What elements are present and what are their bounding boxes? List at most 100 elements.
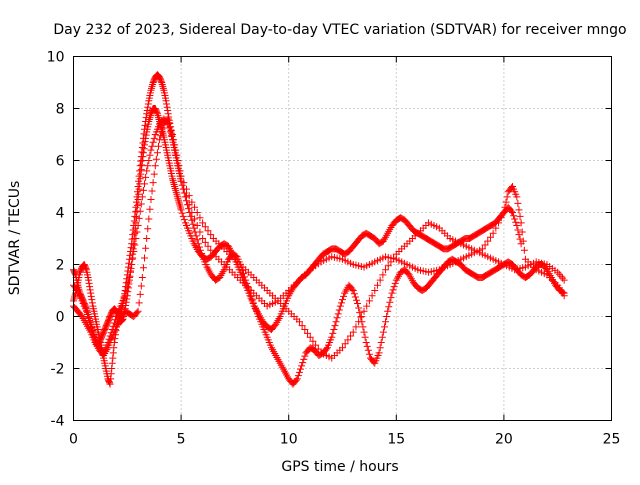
data-point xyxy=(309,337,317,345)
data-point xyxy=(191,203,199,211)
data-point xyxy=(333,314,341,322)
data-point xyxy=(108,365,116,372)
data-point xyxy=(185,205,193,213)
data-point xyxy=(125,274,133,281)
x-tick-label: 15 xyxy=(387,432,405,448)
data-point xyxy=(387,294,395,302)
data-point xyxy=(357,313,365,320)
data-point xyxy=(192,232,200,240)
data-point xyxy=(520,246,528,254)
data-point xyxy=(513,222,521,229)
data-point xyxy=(349,287,357,294)
data-point xyxy=(137,166,145,174)
data-point xyxy=(514,226,522,234)
data-point xyxy=(168,131,176,138)
y-tick-label: -2 xyxy=(51,362,65,378)
data-point xyxy=(164,115,172,123)
data-point xyxy=(195,243,203,251)
data-point xyxy=(314,345,322,353)
x-tick-label: 25 xyxy=(603,432,621,448)
data-point xyxy=(349,328,357,336)
data-point xyxy=(560,276,568,284)
data-point xyxy=(134,307,142,315)
data-point xyxy=(207,231,215,239)
data-point xyxy=(295,318,303,326)
data-point xyxy=(379,328,387,336)
data-point xyxy=(149,179,157,187)
data-point xyxy=(348,285,356,293)
data-point xyxy=(128,235,136,243)
data-point xyxy=(149,138,157,146)
data-point xyxy=(170,136,178,144)
data-point xyxy=(361,333,369,341)
data-point xyxy=(484,237,492,245)
data-point xyxy=(344,336,352,344)
data-point xyxy=(142,114,150,122)
data-point xyxy=(106,379,114,387)
data-point xyxy=(82,264,90,272)
data-point xyxy=(382,318,390,326)
data-point xyxy=(389,286,397,294)
data-point xyxy=(375,349,383,357)
data-point xyxy=(145,215,153,223)
data-point xyxy=(519,237,527,245)
data-point xyxy=(489,229,497,237)
data-point xyxy=(134,222,142,229)
data-point xyxy=(355,304,363,312)
data-point xyxy=(312,341,320,349)
data-point xyxy=(180,189,188,197)
data-point xyxy=(144,100,152,108)
data-point xyxy=(188,198,196,206)
data-point xyxy=(86,317,94,325)
data-point xyxy=(196,228,204,236)
data-point xyxy=(143,110,151,118)
data-point xyxy=(132,203,140,211)
data-point xyxy=(108,359,116,367)
data-point xyxy=(127,267,135,275)
data-point xyxy=(503,193,511,201)
data-point xyxy=(128,240,136,248)
data-point xyxy=(510,212,518,220)
chart-title: Day 232 of 2023, Sidereal Day-to-day VTE… xyxy=(53,22,626,38)
data-point xyxy=(359,323,367,331)
data-point xyxy=(172,146,180,154)
data-point xyxy=(300,355,308,363)
data-point xyxy=(179,212,187,220)
data-point xyxy=(365,297,373,305)
data-point xyxy=(135,214,143,222)
data-point xyxy=(142,244,150,252)
data-point xyxy=(501,203,509,211)
data-point xyxy=(182,185,190,193)
data-point xyxy=(107,370,115,378)
data-point xyxy=(153,149,161,157)
data-point xyxy=(136,162,144,170)
data-point xyxy=(87,292,95,300)
y-axis-label: SDTVAR / TECUs xyxy=(7,181,23,296)
data-point xyxy=(134,188,142,196)
data-point xyxy=(352,296,360,304)
data-point xyxy=(109,354,117,362)
data-point xyxy=(137,153,145,161)
data-point xyxy=(110,344,118,352)
data-point xyxy=(131,208,139,216)
data-point xyxy=(337,299,345,307)
data-point xyxy=(376,276,384,284)
data-point xyxy=(156,136,164,144)
data-point xyxy=(163,100,171,108)
data-point xyxy=(109,349,117,357)
data-point xyxy=(336,302,344,310)
y-tick-label: 0 xyxy=(56,310,65,326)
data-point xyxy=(165,119,173,127)
data-point xyxy=(88,299,96,307)
x-axis-label: GPS time / hours xyxy=(281,459,398,475)
data-point xyxy=(139,264,147,272)
data-point xyxy=(129,226,137,234)
data-point xyxy=(133,309,141,317)
data-point xyxy=(130,217,138,225)
data-point xyxy=(384,307,392,315)
x-tick-label: 20 xyxy=(495,432,513,448)
data-point xyxy=(347,332,355,340)
data-point xyxy=(391,279,399,287)
data-point xyxy=(167,127,175,135)
data-point xyxy=(385,303,393,311)
